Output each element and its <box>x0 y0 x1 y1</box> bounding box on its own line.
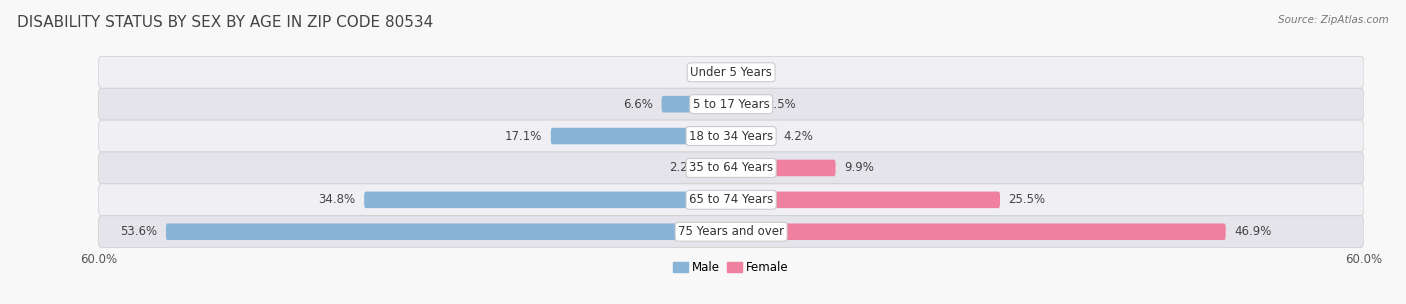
Text: 65 to 74 Years: 65 to 74 Years <box>689 193 773 206</box>
Text: DISABILITY STATUS BY SEX BY AGE IN ZIP CODE 80534: DISABILITY STATUS BY SEX BY AGE IN ZIP C… <box>17 15 433 30</box>
Text: Source: ZipAtlas.com: Source: ZipAtlas.com <box>1278 15 1389 25</box>
Text: 53.6%: 53.6% <box>121 225 157 238</box>
Text: 2.2%: 2.2% <box>669 161 699 174</box>
Text: 9.9%: 9.9% <box>844 161 873 174</box>
Text: 0.0%: 0.0% <box>690 66 720 79</box>
Text: 5 to 17 Years: 5 to 17 Years <box>693 98 769 111</box>
FancyBboxPatch shape <box>707 160 731 176</box>
Text: 4.2%: 4.2% <box>785 130 814 143</box>
FancyBboxPatch shape <box>661 96 731 112</box>
Text: 17.1%: 17.1% <box>505 130 543 143</box>
Text: 6.6%: 6.6% <box>623 98 652 111</box>
Text: 25.5%: 25.5% <box>1008 193 1046 206</box>
Legend: Male, Female: Male, Female <box>669 256 793 278</box>
Bar <box>731 64 734 81</box>
Text: 46.9%: 46.9% <box>1234 225 1271 238</box>
FancyBboxPatch shape <box>98 88 1364 120</box>
FancyBboxPatch shape <box>98 56 1364 88</box>
Text: 34.8%: 34.8% <box>319 193 356 206</box>
Text: Under 5 Years: Under 5 Years <box>690 66 772 79</box>
FancyBboxPatch shape <box>731 160 835 176</box>
FancyBboxPatch shape <box>166 223 731 240</box>
Text: 2.5%: 2.5% <box>766 98 796 111</box>
FancyBboxPatch shape <box>364 192 731 208</box>
Text: 0.0%: 0.0% <box>742 66 772 79</box>
FancyBboxPatch shape <box>98 152 1364 184</box>
FancyBboxPatch shape <box>98 120 1364 152</box>
Text: 18 to 34 Years: 18 to 34 Years <box>689 130 773 143</box>
FancyBboxPatch shape <box>551 128 731 144</box>
Text: 35 to 64 Years: 35 to 64 Years <box>689 161 773 174</box>
FancyBboxPatch shape <box>98 184 1364 216</box>
Bar <box>728 64 731 81</box>
FancyBboxPatch shape <box>731 96 758 112</box>
FancyBboxPatch shape <box>731 192 1000 208</box>
FancyBboxPatch shape <box>731 128 776 144</box>
FancyBboxPatch shape <box>731 223 1226 240</box>
FancyBboxPatch shape <box>98 216 1364 248</box>
Text: 75 Years and over: 75 Years and over <box>678 225 785 238</box>
